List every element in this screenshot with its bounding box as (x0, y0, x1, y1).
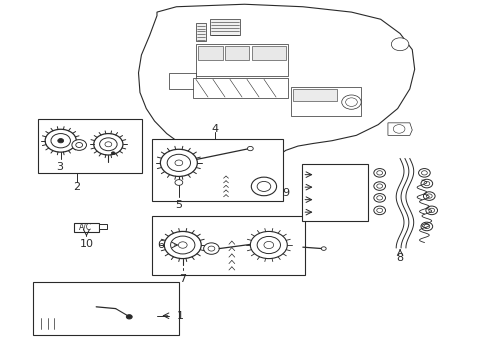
Bar (301, 164, 367, 221)
Polygon shape (210, 19, 239, 35)
Circle shape (203, 243, 219, 254)
Bar (152, 139, 283, 202)
Polygon shape (251, 46, 285, 60)
Polygon shape (40, 309, 55, 316)
Circle shape (425, 206, 437, 215)
Circle shape (376, 184, 382, 188)
Polygon shape (290, 87, 361, 116)
Circle shape (421, 171, 427, 175)
Circle shape (58, 139, 63, 143)
Text: 9: 9 (282, 188, 289, 198)
Circle shape (376, 196, 382, 200)
Circle shape (45, 129, 76, 152)
Circle shape (420, 222, 432, 231)
Text: 8: 8 (396, 253, 403, 263)
Polygon shape (57, 291, 72, 300)
Circle shape (76, 143, 82, 148)
Circle shape (423, 181, 429, 186)
Circle shape (257, 242, 262, 245)
Circle shape (321, 247, 325, 250)
Text: 4: 4 (211, 124, 219, 134)
Circle shape (423, 192, 434, 201)
Text: 1: 1 (176, 311, 183, 321)
Circle shape (94, 134, 122, 155)
Polygon shape (292, 89, 336, 102)
Circle shape (126, 315, 132, 319)
Bar (152, 216, 305, 275)
Circle shape (178, 242, 187, 248)
Circle shape (170, 236, 195, 254)
Polygon shape (272, 189, 279, 196)
Text: 2: 2 (73, 182, 80, 192)
Text: A/C: A/C (78, 222, 91, 231)
Circle shape (167, 154, 190, 171)
Circle shape (428, 208, 434, 212)
Circle shape (392, 125, 404, 133)
Polygon shape (387, 123, 411, 135)
Circle shape (420, 179, 432, 188)
Circle shape (373, 206, 385, 215)
Circle shape (373, 194, 385, 202)
Polygon shape (99, 224, 107, 229)
Circle shape (164, 231, 201, 258)
Circle shape (390, 38, 408, 51)
Circle shape (111, 152, 115, 155)
Circle shape (426, 194, 431, 198)
Polygon shape (224, 46, 249, 60)
Text: 5: 5 (175, 200, 182, 210)
Text: 10: 10 (80, 239, 93, 249)
Circle shape (376, 208, 382, 212)
Circle shape (247, 147, 253, 151)
Polygon shape (169, 73, 196, 89)
Circle shape (175, 180, 183, 185)
Circle shape (275, 246, 280, 249)
Polygon shape (74, 223, 99, 232)
Polygon shape (193, 78, 287, 98)
Circle shape (264, 242, 273, 249)
Polygon shape (38, 289, 96, 330)
Polygon shape (198, 46, 222, 60)
Circle shape (160, 149, 197, 176)
Circle shape (105, 142, 112, 147)
Circle shape (376, 171, 382, 175)
Polygon shape (196, 44, 287, 76)
Text: 6: 6 (157, 240, 164, 250)
Bar (33, 282, 179, 336)
Circle shape (251, 177, 276, 196)
Circle shape (250, 231, 287, 258)
Polygon shape (272, 176, 279, 184)
Circle shape (175, 160, 183, 166)
Circle shape (257, 237, 280, 253)
Polygon shape (40, 291, 55, 298)
Polygon shape (222, 175, 276, 198)
Text: 7: 7 (179, 274, 186, 284)
Polygon shape (57, 301, 72, 310)
Text: 3: 3 (56, 162, 63, 172)
Polygon shape (38, 318, 57, 329)
Polygon shape (40, 300, 55, 307)
Polygon shape (138, 4, 414, 163)
Circle shape (345, 98, 357, 107)
Circle shape (100, 138, 117, 151)
Circle shape (373, 168, 385, 177)
Circle shape (207, 246, 214, 251)
Polygon shape (227, 219, 302, 271)
Polygon shape (196, 23, 205, 41)
Circle shape (257, 181, 270, 192)
Circle shape (72, 140, 86, 150)
Circle shape (423, 224, 429, 229)
Bar (38, 119, 142, 173)
Circle shape (373, 182, 385, 190)
Polygon shape (74, 291, 94, 300)
Circle shape (418, 168, 429, 177)
Circle shape (341, 95, 361, 109)
Circle shape (51, 134, 70, 148)
